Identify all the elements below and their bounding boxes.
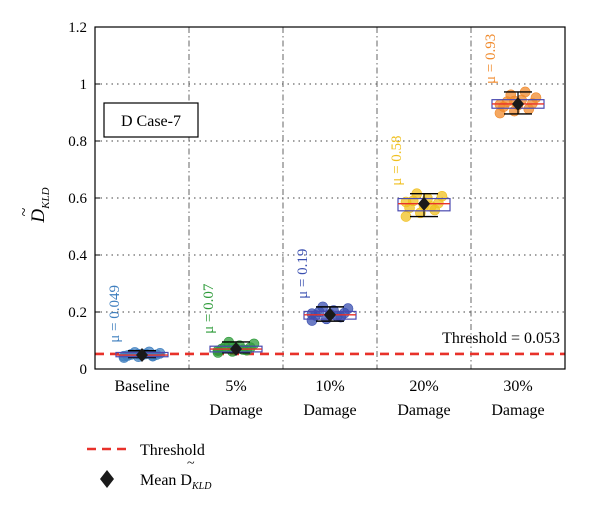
svg-text:DKLD: DKLD xyxy=(28,187,52,223)
mean-annotation-label: μ = 0.58 xyxy=(389,135,405,185)
category-label-line2: Damage xyxy=(491,402,544,419)
y-tick-label: 1.2 xyxy=(68,20,87,36)
category-separators xyxy=(188,27,472,369)
box-group-1 xyxy=(209,336,263,358)
data-point xyxy=(530,92,542,103)
legend-mean-label-sub: KLD xyxy=(191,481,212,492)
category-label-line2: Damage xyxy=(209,402,262,419)
box-group-2 xyxy=(303,301,357,326)
data-point xyxy=(212,345,224,357)
mean-marker xyxy=(418,196,430,211)
category-label: 30% xyxy=(503,378,532,395)
y-tick-label: 0.4 xyxy=(68,248,87,264)
y-tick-label: 0 xyxy=(80,362,88,378)
y-tick-label: 0.6 xyxy=(68,191,87,207)
category-label: 10% xyxy=(315,378,344,395)
legend-mean-marker xyxy=(100,470,114,488)
y-tick-label: 0.2 xyxy=(68,305,87,321)
data-point xyxy=(248,338,260,350)
legend-mean-tilde: ~ xyxy=(187,456,195,471)
y-axis-label: DKLD ~ xyxy=(16,187,52,223)
y-axis-label-sub: KLD xyxy=(40,187,52,209)
data-point xyxy=(400,196,412,208)
y-axis-label-tilde: ~ xyxy=(16,207,33,216)
x-axis-labels: Baseline 5% Damage 10% Damage 20% Damage 30% Dam… xyxy=(114,378,544,419)
data-point xyxy=(436,190,448,202)
legend-threshold-label: Threshold xyxy=(140,442,205,459)
category-label: 20% xyxy=(409,378,438,395)
mean-annotation-label: μ = 0.93 xyxy=(483,34,499,84)
legend-mean-label: Mean DKLD xyxy=(140,472,212,492)
legend-mean-label-main: Mean D xyxy=(140,472,192,489)
mean-annotations: μ = 0.049 μ = 0.07 μ = 0.19 μ = 0.58 μ = 0.9… xyxy=(107,34,499,343)
data-marks xyxy=(115,86,545,363)
box-group-4 xyxy=(491,86,545,119)
y-axis-ticks: 0 0.2 0.4 0.6 0.8 1 1.2 xyxy=(68,20,100,378)
category-label-line2: Damage xyxy=(397,402,450,419)
category-label: Baseline xyxy=(114,378,169,395)
data-point xyxy=(342,303,354,314)
mean-annotation-label: μ = 0.049 xyxy=(107,285,123,343)
box-group-0 xyxy=(115,346,169,363)
grid-lines xyxy=(95,83,565,313)
mean-marker xyxy=(230,342,242,357)
mean-annotation-label: μ = 0.19 xyxy=(295,249,311,299)
legend: Threshold Mean DKLD ~ xyxy=(87,442,212,492)
y-tick-label: 0.8 xyxy=(68,134,87,150)
mean-marker xyxy=(324,307,336,322)
category-label-line2: Damage xyxy=(303,402,356,419)
y-axis-label-main: D xyxy=(28,209,49,224)
box-group-3 xyxy=(397,188,451,222)
y-tick-label: 1 xyxy=(80,77,88,93)
mean-annotation-label: μ = 0.07 xyxy=(201,283,217,334)
category-label: 5% xyxy=(225,378,246,395)
threshold-annotation: Threshold = 0.053 xyxy=(442,330,560,347)
case-label: D Case-7 xyxy=(121,113,181,130)
mean-marker xyxy=(136,348,148,363)
mean-marker xyxy=(512,96,524,111)
case-label-box: D Case-7 xyxy=(103,102,199,138)
data-point xyxy=(400,211,412,222)
data-point xyxy=(306,308,318,320)
